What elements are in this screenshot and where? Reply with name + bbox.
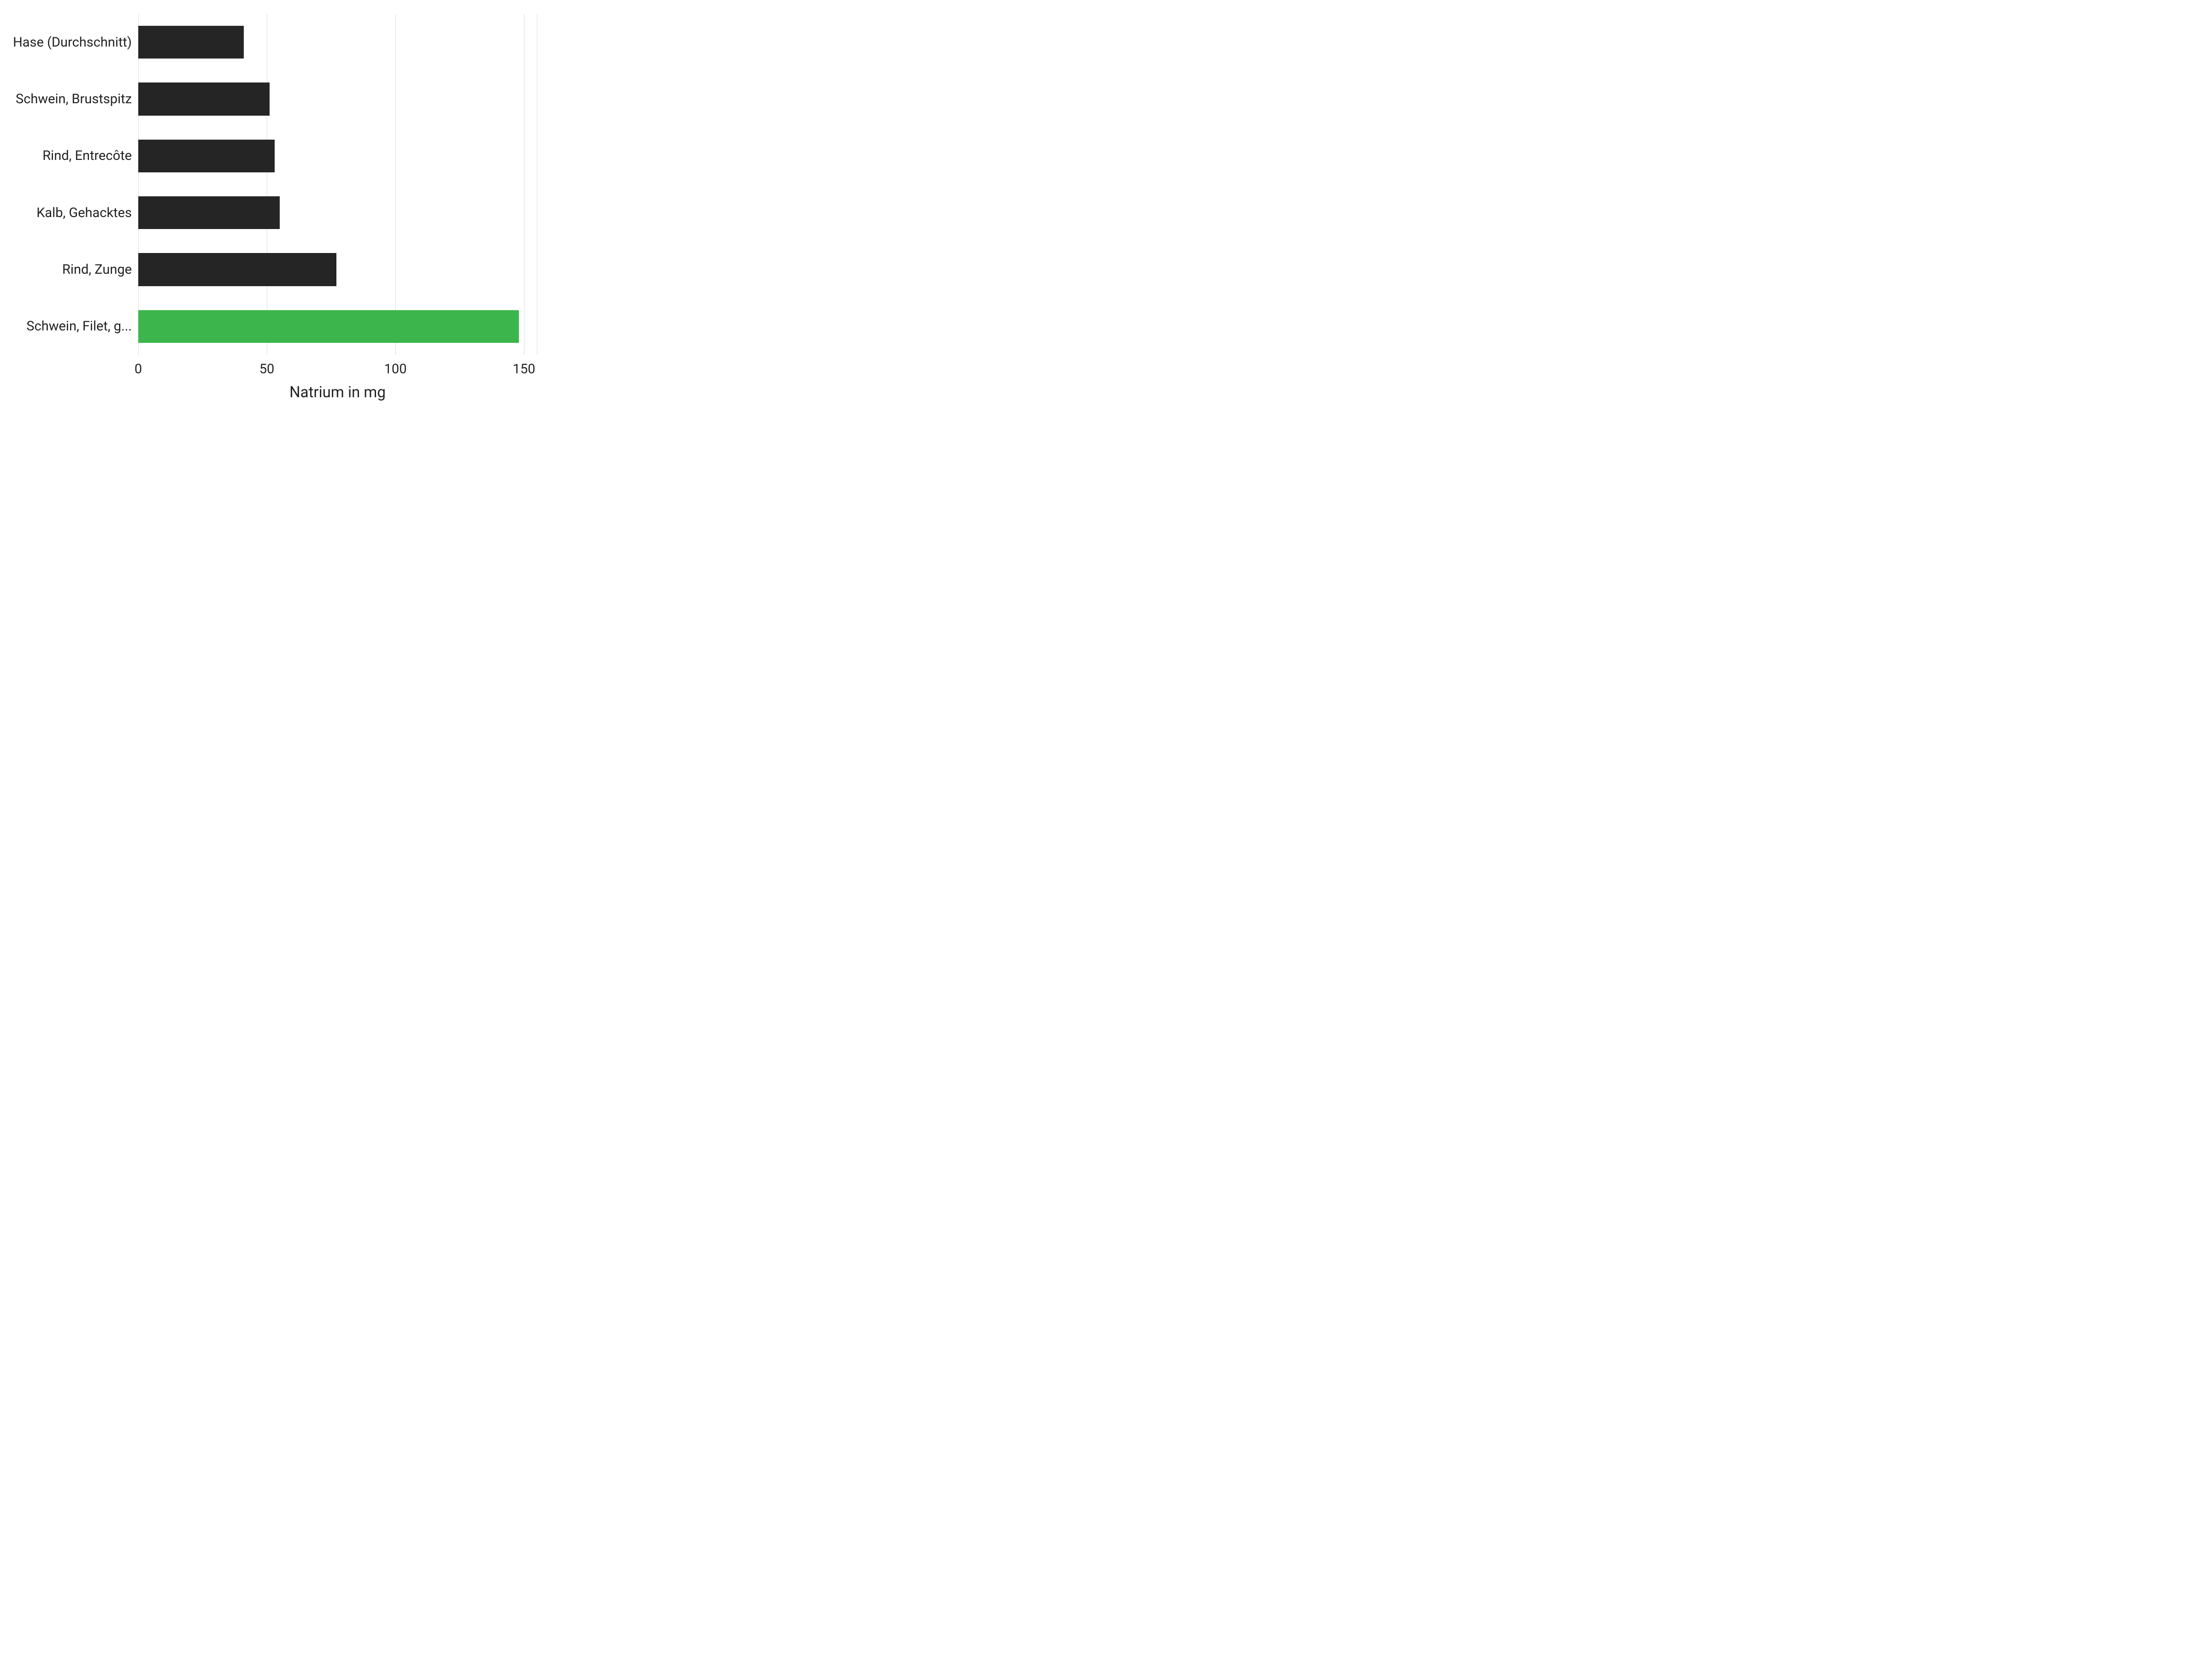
bar [138,26,244,59]
x-tick-label: 100 [384,355,407,377]
y-tick-label: Schwein, Brustspitz [16,91,138,107]
x-tick-label: 50 [259,355,275,377]
y-tick-label: Rind, Zunge [62,262,138,277]
bar [138,82,270,116]
y-tick-label: Schwein, Filet, g... [26,318,138,334]
bar [138,140,275,173]
bar [138,196,280,229]
chart-container: 0 50 100 150 Hase (Durchschnitt) Schwein, Bru… [0,0,553,415]
bar [138,310,519,343]
gridline [138,14,139,355]
x-axis-label: Natrium in mg [289,383,386,401]
x-tick-label: 150 [513,355,535,377]
gridline [395,14,396,355]
y-tick-label: Kalb, Gehacktes [36,205,138,221]
y-tick-label: Hase (Durchschnitt) [13,35,138,50]
plot-area: 050100150Hase (Durchschnitt)Schwein, Bru… [138,14,537,355]
y-tick-label: Rind, Entrecôte [42,148,138,164]
x-tick-label: 0 [135,355,142,377]
bar [138,253,336,286]
